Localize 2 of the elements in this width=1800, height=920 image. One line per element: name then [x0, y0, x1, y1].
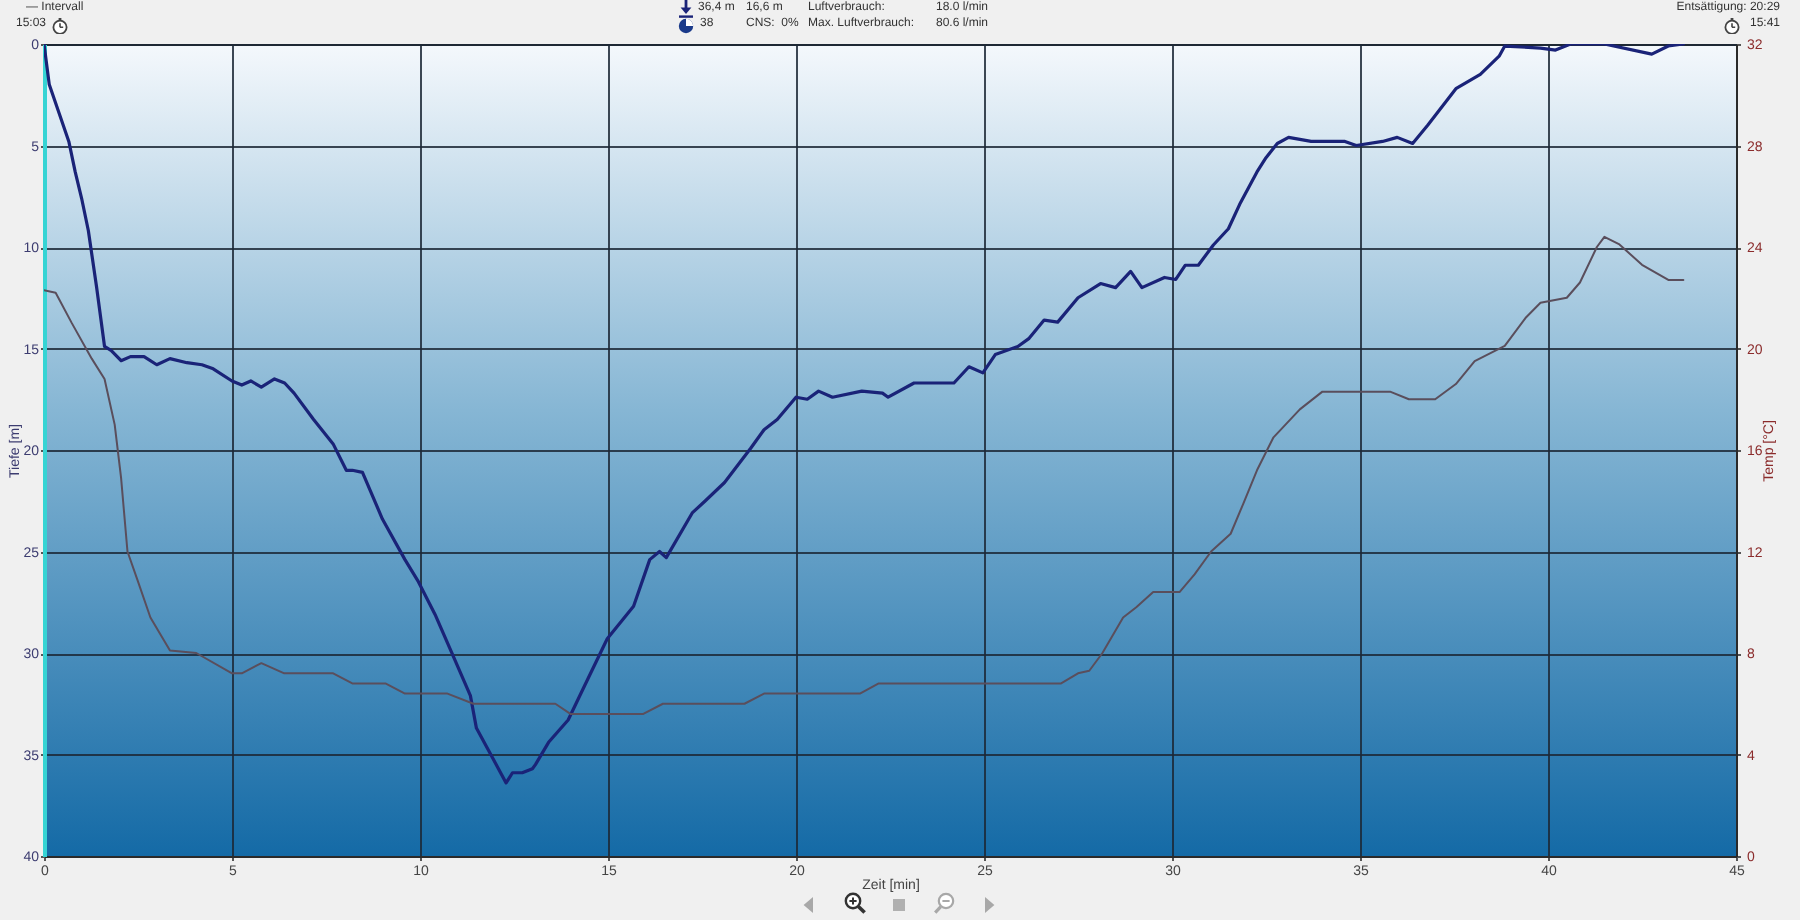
line-series — [44, 44, 1685, 785]
line-series — [44, 235, 1685, 715]
